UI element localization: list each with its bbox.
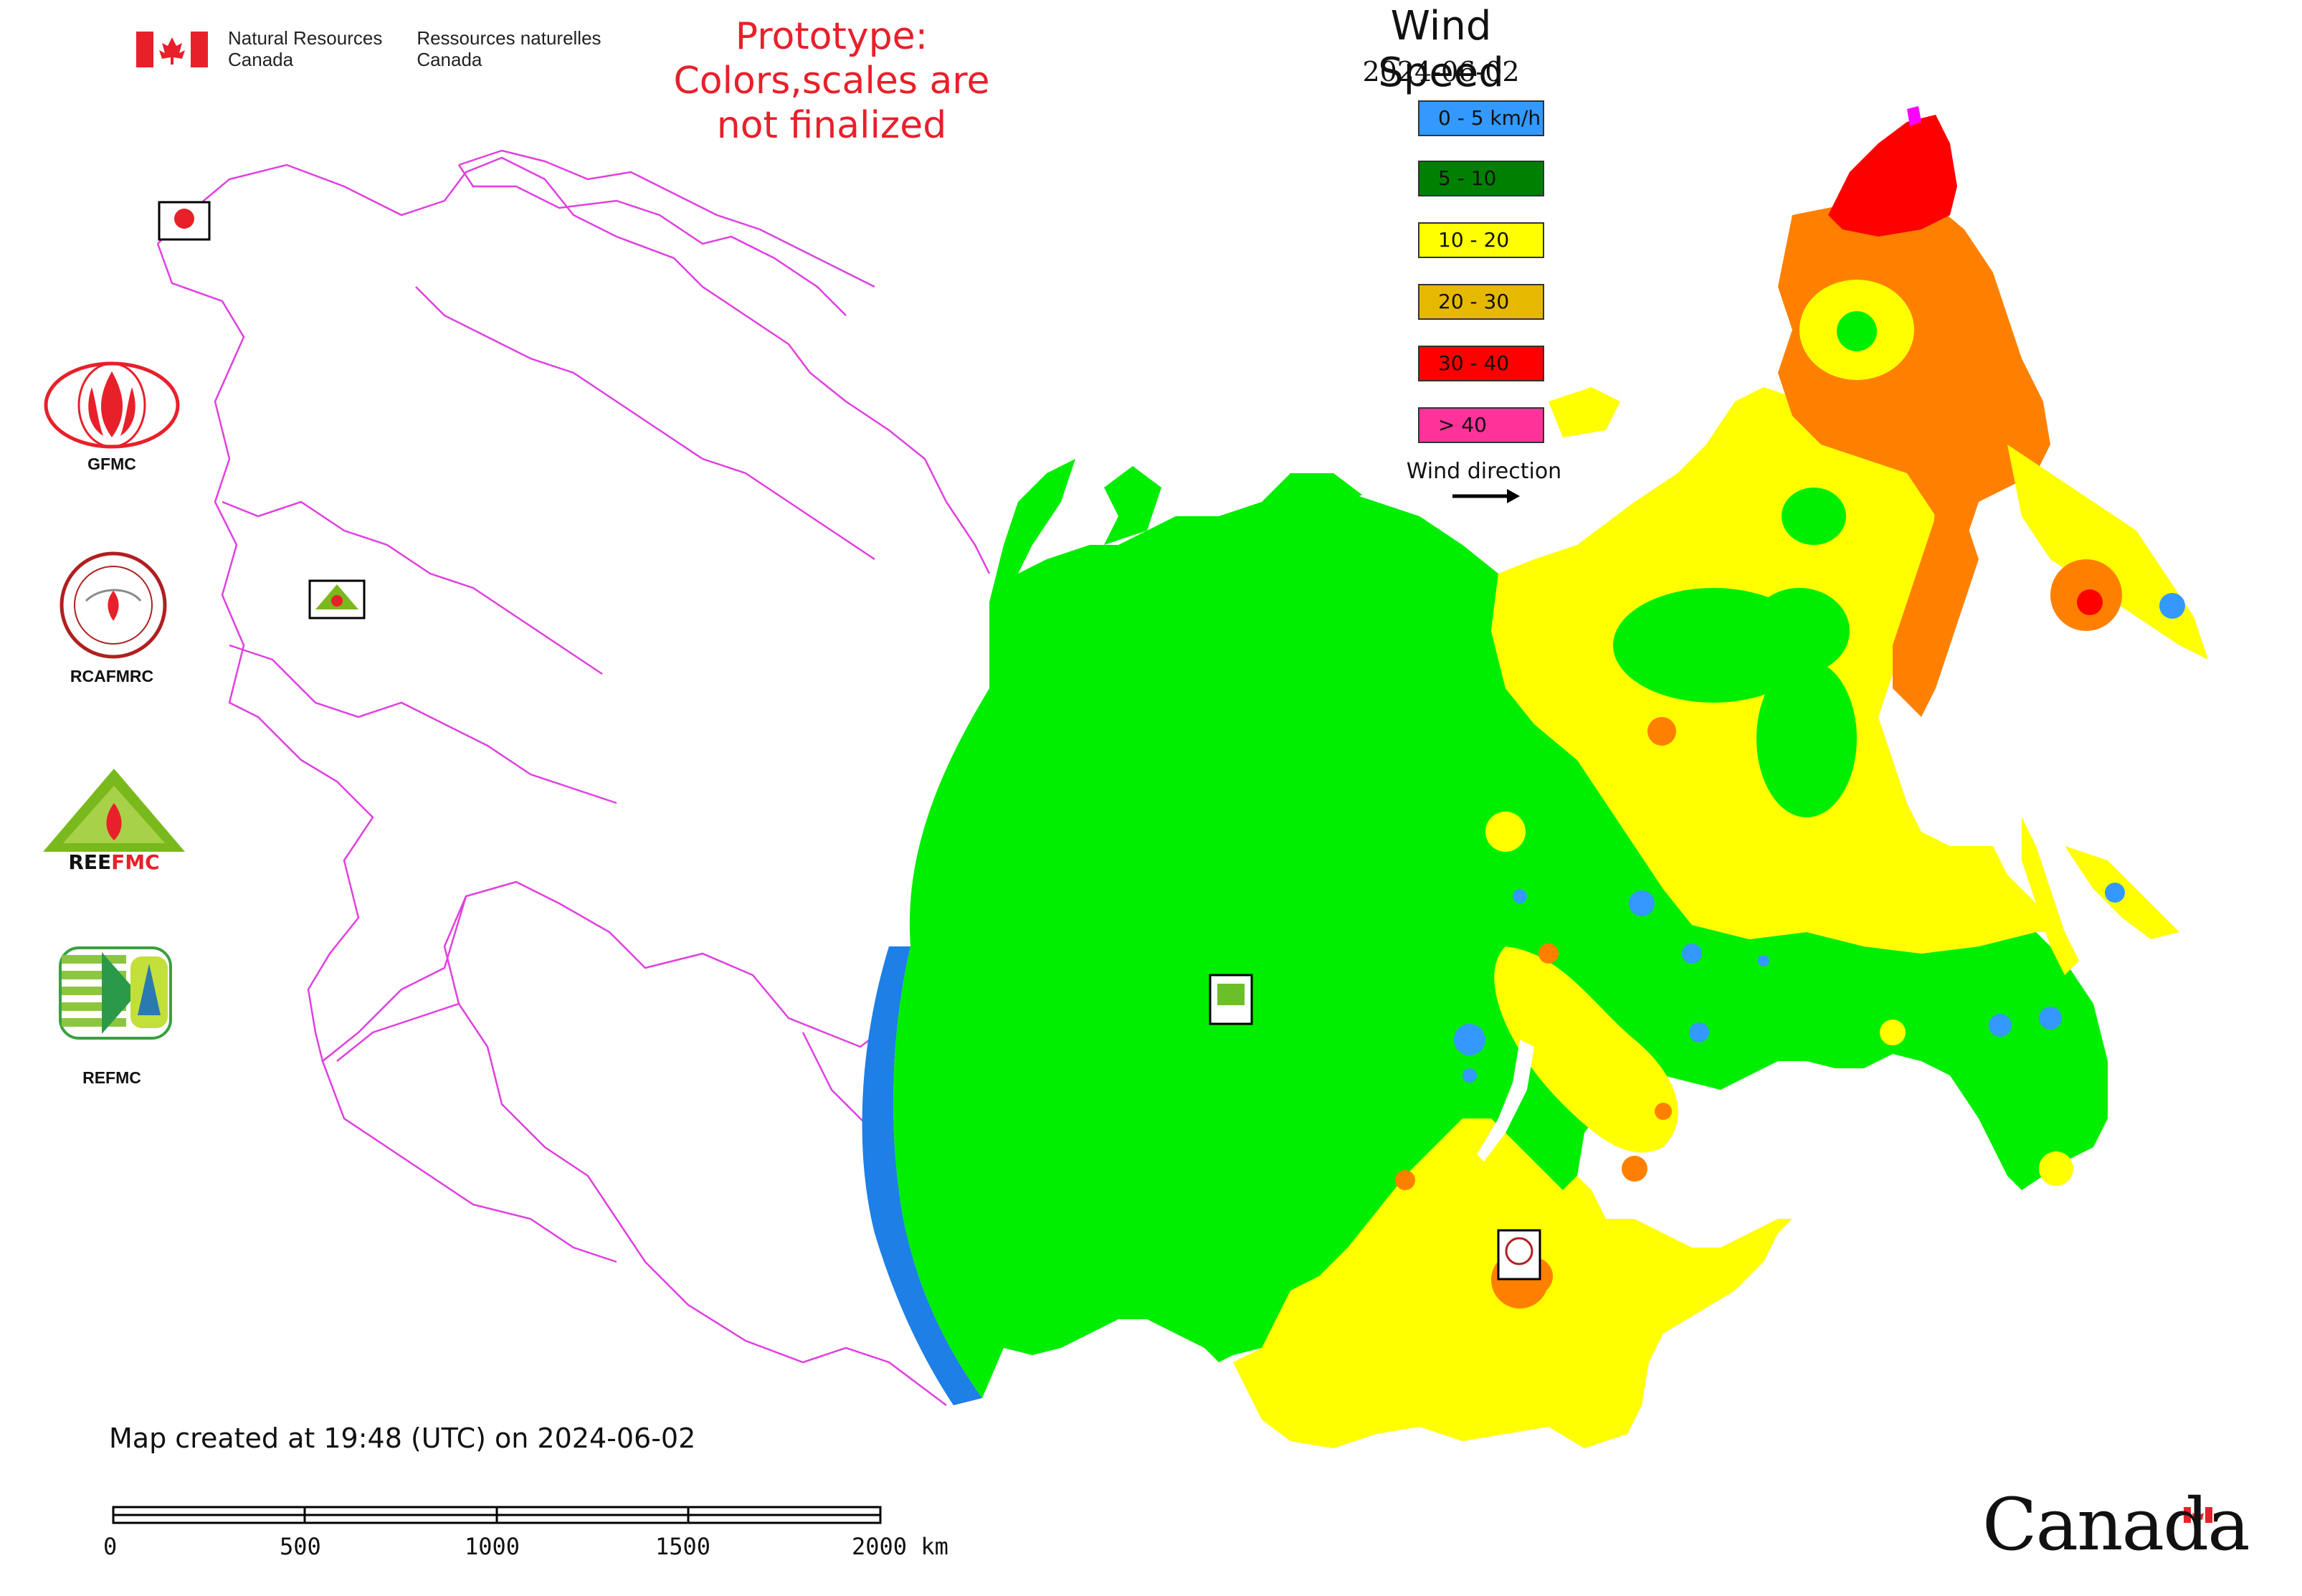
scale-label: 0 — [103, 1533, 118, 1560]
very-strong-cell-peninsula — [2077, 589, 2103, 615]
arctic-islands-east — [1549, 387, 1620, 437]
light-wind-pocket-b — [1749, 588, 1850, 674]
legend-item: 10 - 20 — [1418, 222, 1544, 258]
country-borders — [156, 149, 991, 1406]
wind-direction-arrow-icon — [1452, 489, 1520, 503]
agency-name-fr: Ressources naturelles Canada — [417, 27, 601, 70]
strong-wind-strip-coast — [1907, 502, 1979, 717]
prototype-line-2: Colors,scales are not finalized — [673, 60, 990, 147]
scale-label: 1000 — [465, 1533, 520, 1560]
moderate-wind-zone-border — [1262, 1262, 1649, 1362]
canada-flag-icon — [136, 32, 208, 67]
agency-fr-line-1: Ressources naturelles — [417, 27, 601, 49]
moderate-wind-zone-central — [1494, 946, 1678, 1153]
light-wind-pocket-d — [1782, 488, 1846, 545]
gfmc-label: GFMC — [87, 455, 136, 473]
refmc-label: REFMC — [82, 1068, 141, 1087]
legend-item: 5 - 10 — [1418, 161, 1544, 196]
calm-cell-peninsula — [2159, 593, 2185, 619]
scale-label: 2000 km — [852, 1533, 948, 1560]
extreme-wind-spot — [1907, 106, 1921, 126]
flag-spacer — [136, 27, 208, 67]
gfmc-logo-icon — [44, 361, 180, 449]
moderate-wind-zone-island — [2022, 817, 2079, 975]
wordmark-flag-icon — [2184, 1507, 2212, 1523]
prototype-notice: Prototype: Colors,scales are not finaliz… — [645, 14, 1018, 148]
reefmc-logo-icon: REEFMC — [43, 769, 185, 873]
legend-item: 20 - 30 — [1418, 284, 1544, 320]
wind-direction-label: Wind direction — [1406, 459, 1562, 484]
lake-baikal — [1477, 1040, 1534, 1162]
moderate-wind-zone-peninsula — [2007, 445, 2208, 660]
prototype-line-1: Prototype: — [735, 15, 928, 58]
agency-en-line-1: Natural Resources — [228, 27, 383, 49]
agency-en-line-2: Canada — [228, 49, 294, 70]
legend-item: 0 - 5 km/h — [1418, 100, 1544, 136]
scale-bar — [112, 1506, 882, 1524]
light-wind-zone — [893, 488, 2108, 1398]
map-created-note: Map created at 19:48 (UTC) on 2024-06-02 — [109, 1422, 696, 1454]
rcafmrc-logo-icon — [60, 551, 167, 659]
scale-label: 1500 — [655, 1533, 711, 1560]
agency-signature: Natural Resources Canada Ressources natu… — [136, 27, 601, 70]
map-title: Wind Speed — [1378, 3, 1504, 96]
agency-name-en: Natural Resources Canada — [228, 27, 382, 70]
rcafmrc-label: RCAFMRC — [70, 667, 154, 685]
legend-item: > 40 — [1418, 407, 1544, 443]
wind-cells — [1395, 717, 2125, 1308]
light-wind-pocket-north — [1837, 311, 1877, 351]
on-map-markers — [158, 201, 1541, 1281]
light-wind-pocket-c — [1756, 660, 1857, 817]
very-strong-wind-zone — [1828, 115, 1957, 237]
scale-label: 500 — [280, 1533, 321, 1560]
map-date: 2024-06-02 — [1362, 56, 1520, 87]
calm-zone-west — [862, 946, 982, 1405]
agency-fr-line-2: Canada — [417, 49, 482, 70]
arctic-islands — [989, 459, 1362, 602]
svg-text:REEFMC: REEFMC — [68, 850, 159, 873]
refmc-logo-icon — [59, 946, 172, 1040]
legend-item: 30 - 40 — [1418, 346, 1544, 381]
canada-wordmark: Canada — [1982, 1483, 2250, 1567]
